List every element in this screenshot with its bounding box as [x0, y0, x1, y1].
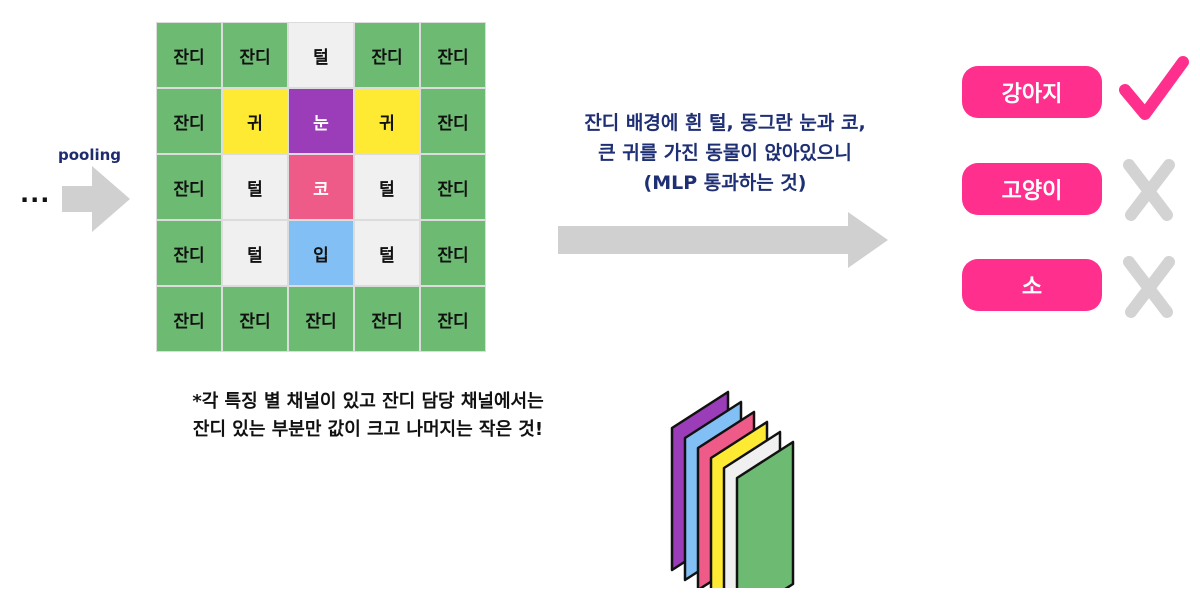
grid-cell: 눈 — [289, 89, 353, 153]
cross-icon — [1123, 159, 1175, 221]
grid-cell: 잔디 — [355, 23, 419, 87]
description: 잔디 배경에 흰 털, 동그란 눈과 코, 큰 귀를 가진 동물이 앉아있으니 … — [510, 108, 940, 198]
grid-cell: 잔디 — [157, 155, 221, 219]
description-line-3: (MLP 통과하는 것) — [643, 172, 807, 194]
description-line-1: 잔디 배경에 흰 털, 동그란 눈과 코, — [584, 112, 866, 134]
footnote-line-1: *각 특징 별 채널이 있고 잔디 담당 채널에서는 — [192, 391, 544, 412]
grid-cell: 잔디 — [157, 23, 221, 87]
cross-icon — [1123, 256, 1175, 318]
grid-cell: 털 — [355, 221, 419, 285]
grid-cell: 잔디 — [421, 287, 485, 351]
ellipsis: ... — [20, 180, 51, 208]
grid-cell: 코 — [289, 155, 353, 219]
grid-cell: 귀 — [355, 89, 419, 153]
grid-cell: 잔디 — [157, 221, 221, 285]
feature-grid: 잔디 잔디 털 잔디 잔디 잔디 귀 눈 귀 잔디 잔디 털 코 털 잔디 잔디 털 입 털 잔디 잔디 잔디 잔디 잔디 잔디 — [156, 22, 486, 352]
channel-stack-icon — [670, 390, 795, 588]
grid-cell: 잔디 — [421, 155, 485, 219]
grid-cell: 잔디 — [157, 89, 221, 153]
check-icon — [1119, 56, 1189, 120]
grid-cell: 잔디 — [421, 23, 485, 87]
grid-cell: 털 — [223, 221, 287, 285]
footnote: *각 특징 별 채널이 있고 잔디 담당 채널에서는 잔디 있는 부분만 값이 … — [88, 388, 648, 444]
footnote-line-2: 잔디 있는 부분만 값이 크고 나머지는 작은 것! — [192, 419, 544, 440]
description-line-2: 큰 귀를 가진 동물이 앉아있으니 — [598, 142, 852, 164]
grid-cell: 귀 — [223, 89, 287, 153]
grid-cell: 잔디 — [289, 287, 353, 351]
class-pill-dog: 강아지 — [962, 66, 1102, 118]
pooling-arrow-icon — [62, 166, 130, 232]
class-pill-cow: 소 — [962, 259, 1102, 311]
channel-sheet — [735, 440, 795, 588]
grid-cell: 잔디 — [157, 287, 221, 351]
grid-cell: 잔디 — [421, 221, 485, 285]
pooling-label: pooling — [58, 146, 122, 164]
grid-cell: 잔디 — [223, 287, 287, 351]
grid-cell: 입 — [289, 221, 353, 285]
grid-cell: 잔디 — [421, 89, 485, 153]
mlp-arrow-icon — [558, 212, 888, 268]
grid-cell: 잔디 — [223, 23, 287, 87]
grid-cell: 털 — [355, 155, 419, 219]
class-pill-cat: 고양이 — [962, 163, 1102, 215]
grid-cell: 털 — [289, 23, 353, 87]
grid-cell: 털 — [223, 155, 287, 219]
grid-cell: 잔디 — [355, 287, 419, 351]
